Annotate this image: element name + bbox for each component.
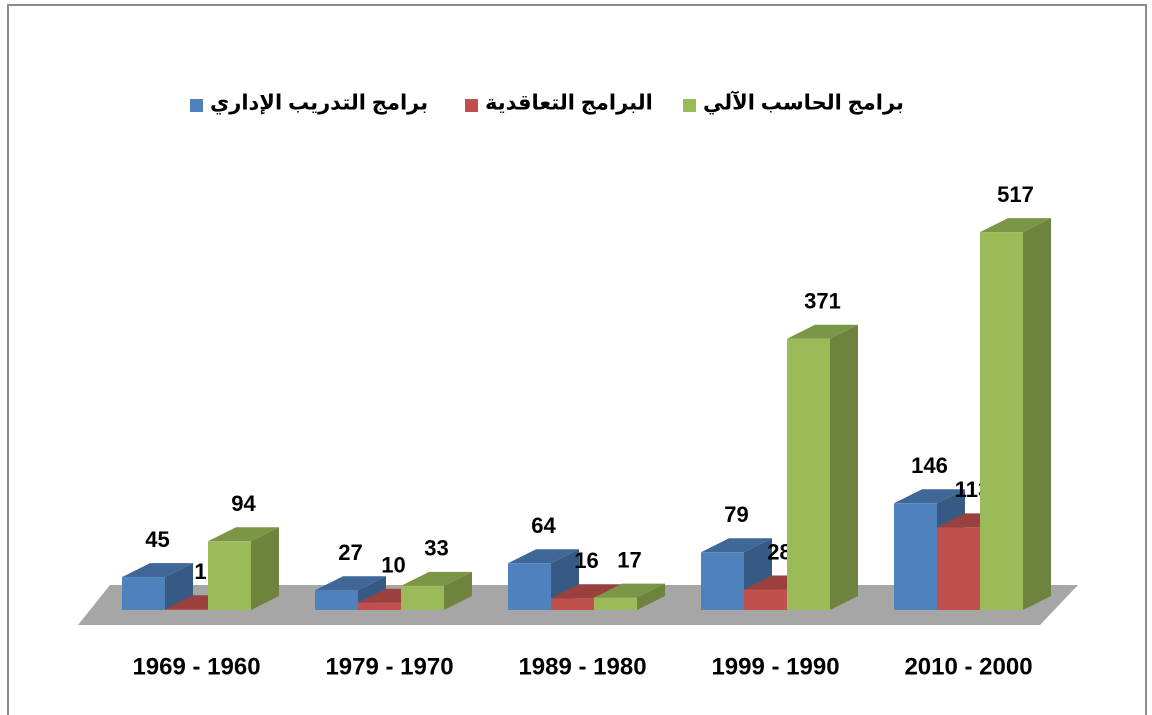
bar-top [980,218,1051,233]
legend-label: برامج التدريب الإداري [210,92,428,116]
legend-swatch [190,99,203,112]
data-label: 94 [231,491,256,516]
data-label: 371 [804,289,841,314]
data-label: 27 [338,540,362,565]
bar-top [894,489,965,504]
data-label: 10 [381,553,405,578]
bar-top [787,324,858,339]
data-label: 64 [531,513,556,538]
x-tick-label: 1989 - 1980 [518,653,646,680]
bar [594,597,637,610]
bar-side [830,324,858,610]
bar-side [444,571,472,610]
bar [701,552,744,610]
bar [551,598,594,610]
bar-side [637,583,665,610]
bar-top [508,549,579,564]
legend-swatch [465,99,478,112]
legend-label: البرامج التعاقدية [485,92,653,115]
bar [787,338,830,610]
bar [744,589,787,610]
data-label: 16 [574,548,598,573]
x-tick-label: 1999 - 1990 [711,653,839,680]
bar [401,585,444,610]
bar-top [401,571,472,586]
data-label: 33 [424,536,448,561]
data-label: 146 [911,453,948,478]
data-label: 517 [997,182,1034,207]
data-label: 17 [617,547,641,572]
bar [980,232,1023,610]
bar [508,563,551,610]
legend-swatch [683,99,696,112]
bar-top [208,527,279,542]
bar [122,577,165,610]
bar [208,541,251,610]
bar-side [251,527,279,610]
bar-side [165,563,193,610]
data-label: 45 [145,527,169,552]
bar-top [551,584,622,599]
bar [937,527,980,610]
bar-side [1023,218,1051,610]
x-tick-label: 1969 - 1960 [132,653,260,680]
legend-label: برامج الحاسب الآلي [703,91,904,115]
data-label: 79 [724,502,748,527]
bar [315,590,358,610]
bar [358,602,401,610]
bar [894,503,937,610]
x-tick-label: 2010 - 2000 [904,653,1032,680]
bar-top [594,583,665,598]
bar-top [701,538,772,553]
x-tick-label: 1979 - 1970 [325,653,453,680]
bar-top [122,563,193,578]
data-label: 1 [194,559,206,584]
bar-top [315,576,386,591]
bar [165,609,208,610]
